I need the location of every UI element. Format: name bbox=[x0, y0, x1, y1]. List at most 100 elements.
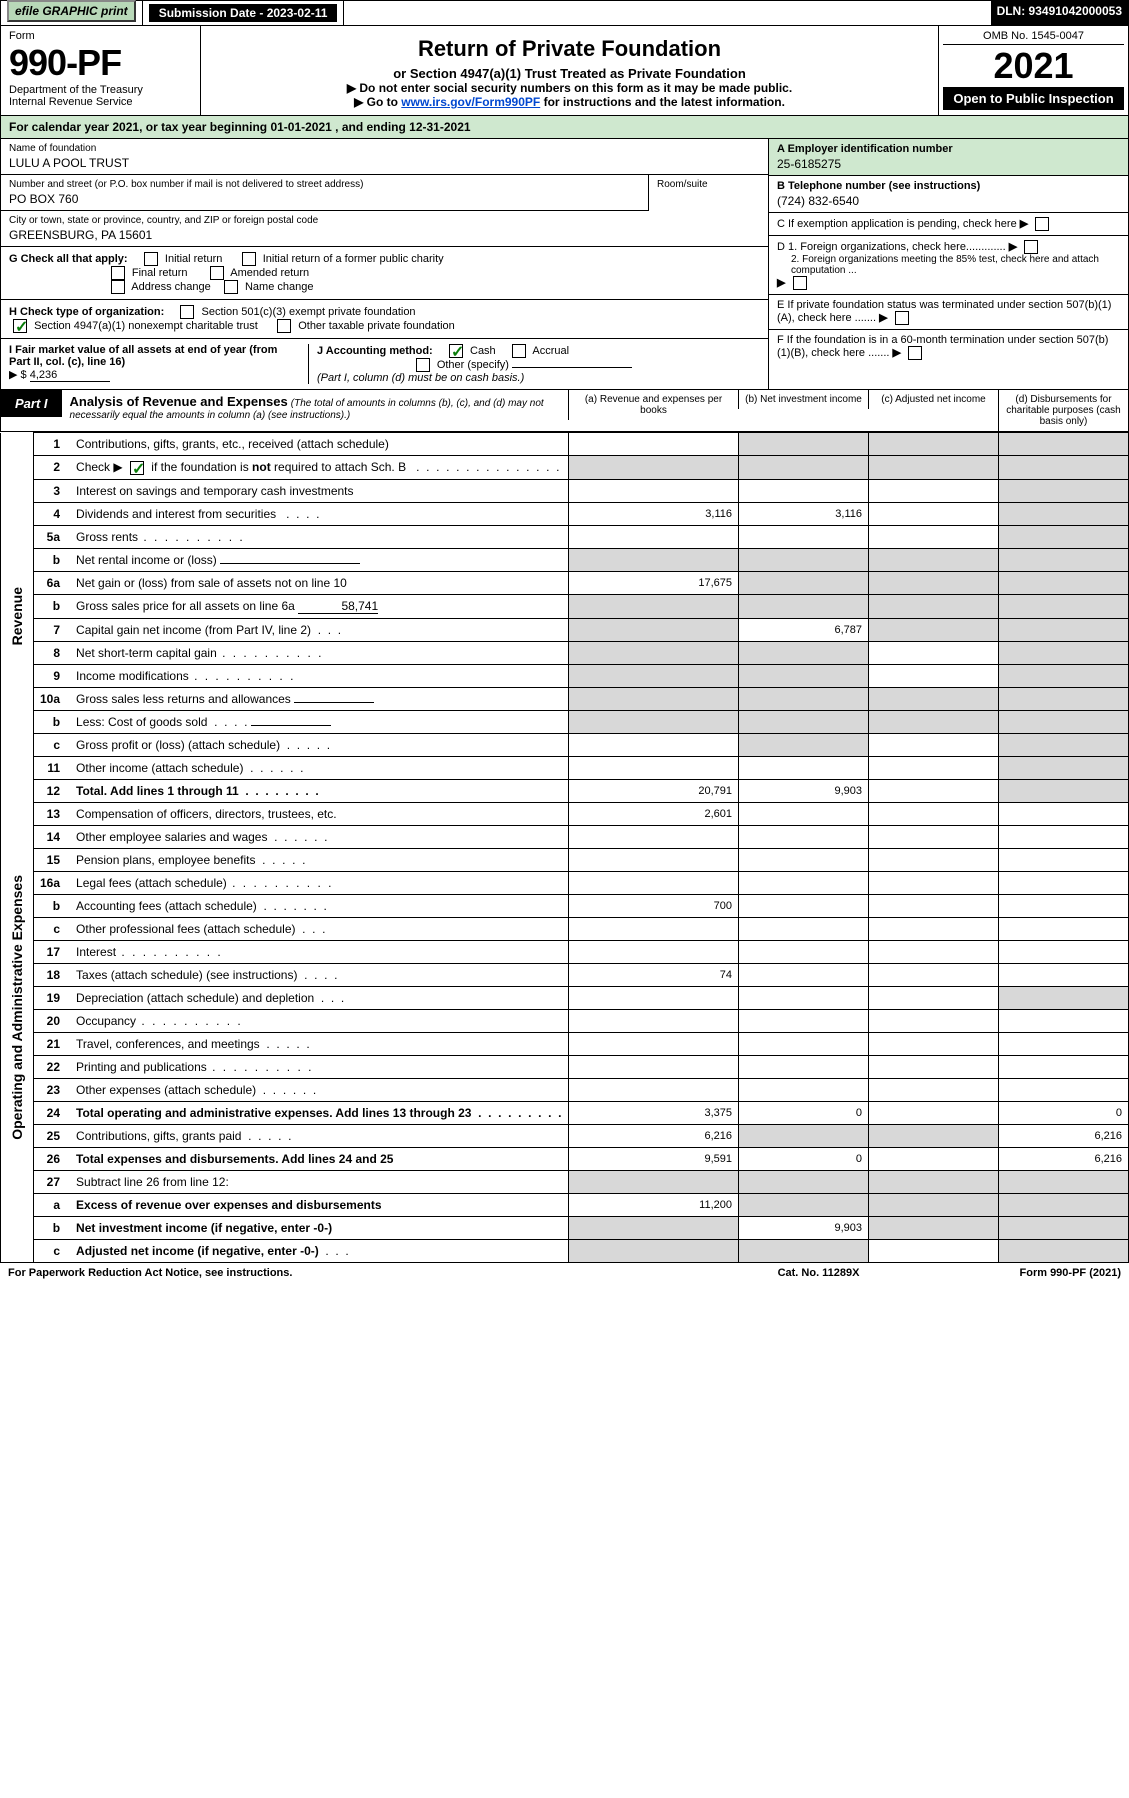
checkbox-initial-return-former[interactable] bbox=[242, 252, 256, 266]
checkbox-d2[interactable] bbox=[793, 276, 807, 290]
instruction-line-2: ▶ Go to www.irs.gov/Form990PF for instru… bbox=[213, 95, 926, 109]
checkbox-address-change[interactable] bbox=[111, 280, 125, 294]
part1-badge: Part I bbox=[1, 390, 62, 417]
irs-link[interactable]: www.irs.gov/Form990PF bbox=[401, 95, 540, 109]
j-other-blank bbox=[512, 367, 632, 368]
arrow-icon: ▶ bbox=[777, 277, 785, 289]
header-left: Form 990-PF Department of the Treasury I… bbox=[1, 26, 201, 115]
submission-cell: Submission Date - 2023-02-11 bbox=[143, 1, 345, 25]
col-c-head: (c) Adjusted net income bbox=[868, 390, 998, 409]
i-label: I Fair market value of all assets at end… bbox=[9, 344, 277, 368]
checkbox-f[interactable] bbox=[908, 346, 922, 360]
dept-line1: Department of the Treasury bbox=[9, 84, 192, 96]
line-20: 20Occupancy bbox=[1, 1009, 1129, 1032]
line-26-desc: Total expenses and disbursements. Add li… bbox=[70, 1147, 568, 1170]
l27b-col-b: 9,903 bbox=[739, 1216, 869, 1239]
part1-title: Analysis of Revenue and Expenses bbox=[70, 394, 288, 409]
line-16c: cOther professional fees (attach schedul… bbox=[1, 917, 1129, 940]
line-22: 22Printing and publications bbox=[1, 1055, 1129, 1078]
line-8-desc: Net short-term capital gain bbox=[70, 641, 568, 664]
topbar: efile GRAPHIC print Submission Date - 20… bbox=[0, 0, 1129, 26]
line-27c: cAdjusted net income (if negative, enter… bbox=[1, 1239, 1129, 1262]
line-6a: 6aNet gain or (loss) from sale of assets… bbox=[1, 571, 1129, 594]
ein-value: 25-6185275 bbox=[777, 155, 1120, 171]
address-value: PO BOX 760 bbox=[9, 190, 640, 206]
checkbox-other-taxable[interactable] bbox=[277, 319, 291, 333]
instruction-line-1: ▶ Do not enter social security numbers o… bbox=[213, 81, 926, 95]
checkbox-accrual[interactable] bbox=[512, 344, 526, 358]
calendar-year-line: For calendar year 2021, or tax year begi… bbox=[0, 116, 1129, 139]
h-opt-3: Other taxable private foundation bbox=[298, 320, 455, 332]
l16b-col-a: 700 bbox=[569, 894, 739, 917]
arrow-icon: ▶ bbox=[879, 312, 887, 324]
dln-cell: DLN: 93491042000053 bbox=[991, 1, 1128, 25]
footer-pra: For Paperwork Reduction Act Notice, see … bbox=[8, 1267, 292, 1279]
section-i: I Fair market value of all assets at end… bbox=[9, 344, 309, 384]
g-opt-0: Initial return bbox=[165, 253, 222, 265]
checkbox-e[interactable] bbox=[895, 311, 909, 325]
line-27: 27Subtract line 26 from line 12: bbox=[1, 1170, 1129, 1193]
l13-col-a: 2,601 bbox=[569, 802, 739, 825]
part1-table: Revenue 1Contributions, gifts, grants, e… bbox=[0, 432, 1129, 1263]
foundation-name: LULU A POOL TRUST bbox=[9, 154, 760, 170]
checkbox-final-return[interactable] bbox=[111, 266, 125, 280]
city-label: City or town, state or province, country… bbox=[9, 215, 760, 226]
checkbox-initial-return[interactable] bbox=[144, 252, 158, 266]
checkbox-501c3[interactable] bbox=[180, 305, 194, 319]
l27a-col-a: 11,200 bbox=[569, 1193, 739, 1216]
line-12: 12Total. Add lines 1 through 11 . . . . … bbox=[1, 779, 1129, 802]
line-1-desc: Contributions, gifts, grants, etc., rece… bbox=[70, 433, 568, 456]
line-10c-desc: Gross profit or (loss) (attach schedule)… bbox=[70, 733, 568, 756]
line-25-desc: Contributions, gifts, grants paid . . . … bbox=[70, 1124, 568, 1147]
l12-col-a: 20,791 bbox=[569, 779, 739, 802]
goto-suffix: for instructions and the latest informat… bbox=[544, 95, 785, 109]
l2-pre: Check ▶ bbox=[76, 460, 123, 474]
line-17: 17Interest bbox=[1, 940, 1129, 963]
line-15-desc: Pension plans, employee benefits . . . .… bbox=[70, 848, 568, 871]
checkbox-4947a1[interactable] bbox=[13, 319, 27, 333]
checkbox-other-method[interactable] bbox=[416, 358, 430, 372]
line-25: 25Contributions, gifts, grants paid . . … bbox=[1, 1124, 1129, 1147]
l26-col-a: 9,591 bbox=[569, 1147, 739, 1170]
line-4-desc: Dividends and interest from securities .… bbox=[70, 502, 568, 525]
line-3-desc: Interest on savings and temporary cash i… bbox=[70, 479, 568, 502]
line-6b-desc: Gross sales price for all assets on line… bbox=[70, 594, 568, 618]
arrow-icon: ▶ bbox=[1020, 218, 1028, 230]
line-24-desc: Total operating and administrative expen… bbox=[70, 1101, 568, 1124]
line-26: 26Total expenses and disbursements. Add … bbox=[1, 1147, 1129, 1170]
l6b-value: 58,741 bbox=[298, 599, 378, 614]
line-5a-desc: Gross rents bbox=[70, 525, 568, 548]
checkbox-cash[interactable] bbox=[449, 344, 463, 358]
efile-cell: efile GRAPHIC print bbox=[1, 1, 143, 25]
phone-label: B Telephone number (see instructions) bbox=[777, 180, 980, 192]
line-27b-desc: Net investment income (if negative, ente… bbox=[70, 1216, 568, 1239]
goto-prefix: ▶ Go to bbox=[354, 95, 401, 109]
g-label: G Check all that apply: bbox=[9, 253, 128, 265]
line-16c-desc: Other professional fees (attach schedule… bbox=[70, 917, 568, 940]
omb-number: OMB No. 1545-0047 bbox=[943, 30, 1124, 45]
line-12-desc: Total. Add lines 1 through 11 . . . . . … bbox=[70, 779, 568, 802]
foundation-name-label: Name of foundation bbox=[9, 143, 760, 154]
footer-form: Form 990-PF (2021) bbox=[1020, 1267, 1122, 1279]
l24-col-b: 0 bbox=[739, 1101, 869, 1124]
section-j: J Accounting method: Cash Accrual Other … bbox=[309, 344, 760, 384]
revenue-sidebar: Revenue bbox=[1, 433, 34, 803]
j-other: Other (specify) bbox=[437, 359, 509, 371]
suite-label: Room/suite bbox=[657, 179, 760, 190]
footer-cat: Cat. No. 11289X bbox=[778, 1267, 860, 1279]
checkbox-c[interactable] bbox=[1035, 217, 1049, 231]
efile-print-button[interactable]: efile GRAPHIC print bbox=[7, 0, 136, 22]
l7-col-b: 6,787 bbox=[739, 618, 869, 641]
line-27-desc: Subtract line 26 from line 12: bbox=[70, 1170, 568, 1193]
checkbox-sch-b[interactable] bbox=[130, 461, 144, 475]
line-10c: cGross profit or (loss) (attach schedule… bbox=[1, 733, 1129, 756]
checkbox-name-change[interactable] bbox=[224, 280, 238, 294]
line-27c-desc: Adjusted net income (if negative, enter … bbox=[70, 1239, 568, 1262]
foundation-name-cell: Name of foundation LULU A POOL TRUST bbox=[1, 139, 768, 175]
line-16b-desc: Accounting fees (attach schedule) . . . … bbox=[70, 894, 568, 917]
j-label: J Accounting method: bbox=[317, 345, 433, 357]
form-header: Form 990-PF Department of the Treasury I… bbox=[0, 26, 1129, 116]
h-label: H Check type of organization: bbox=[9, 306, 164, 318]
checkbox-amended-return[interactable] bbox=[210, 266, 224, 280]
checkbox-d1[interactable] bbox=[1024, 240, 1038, 254]
